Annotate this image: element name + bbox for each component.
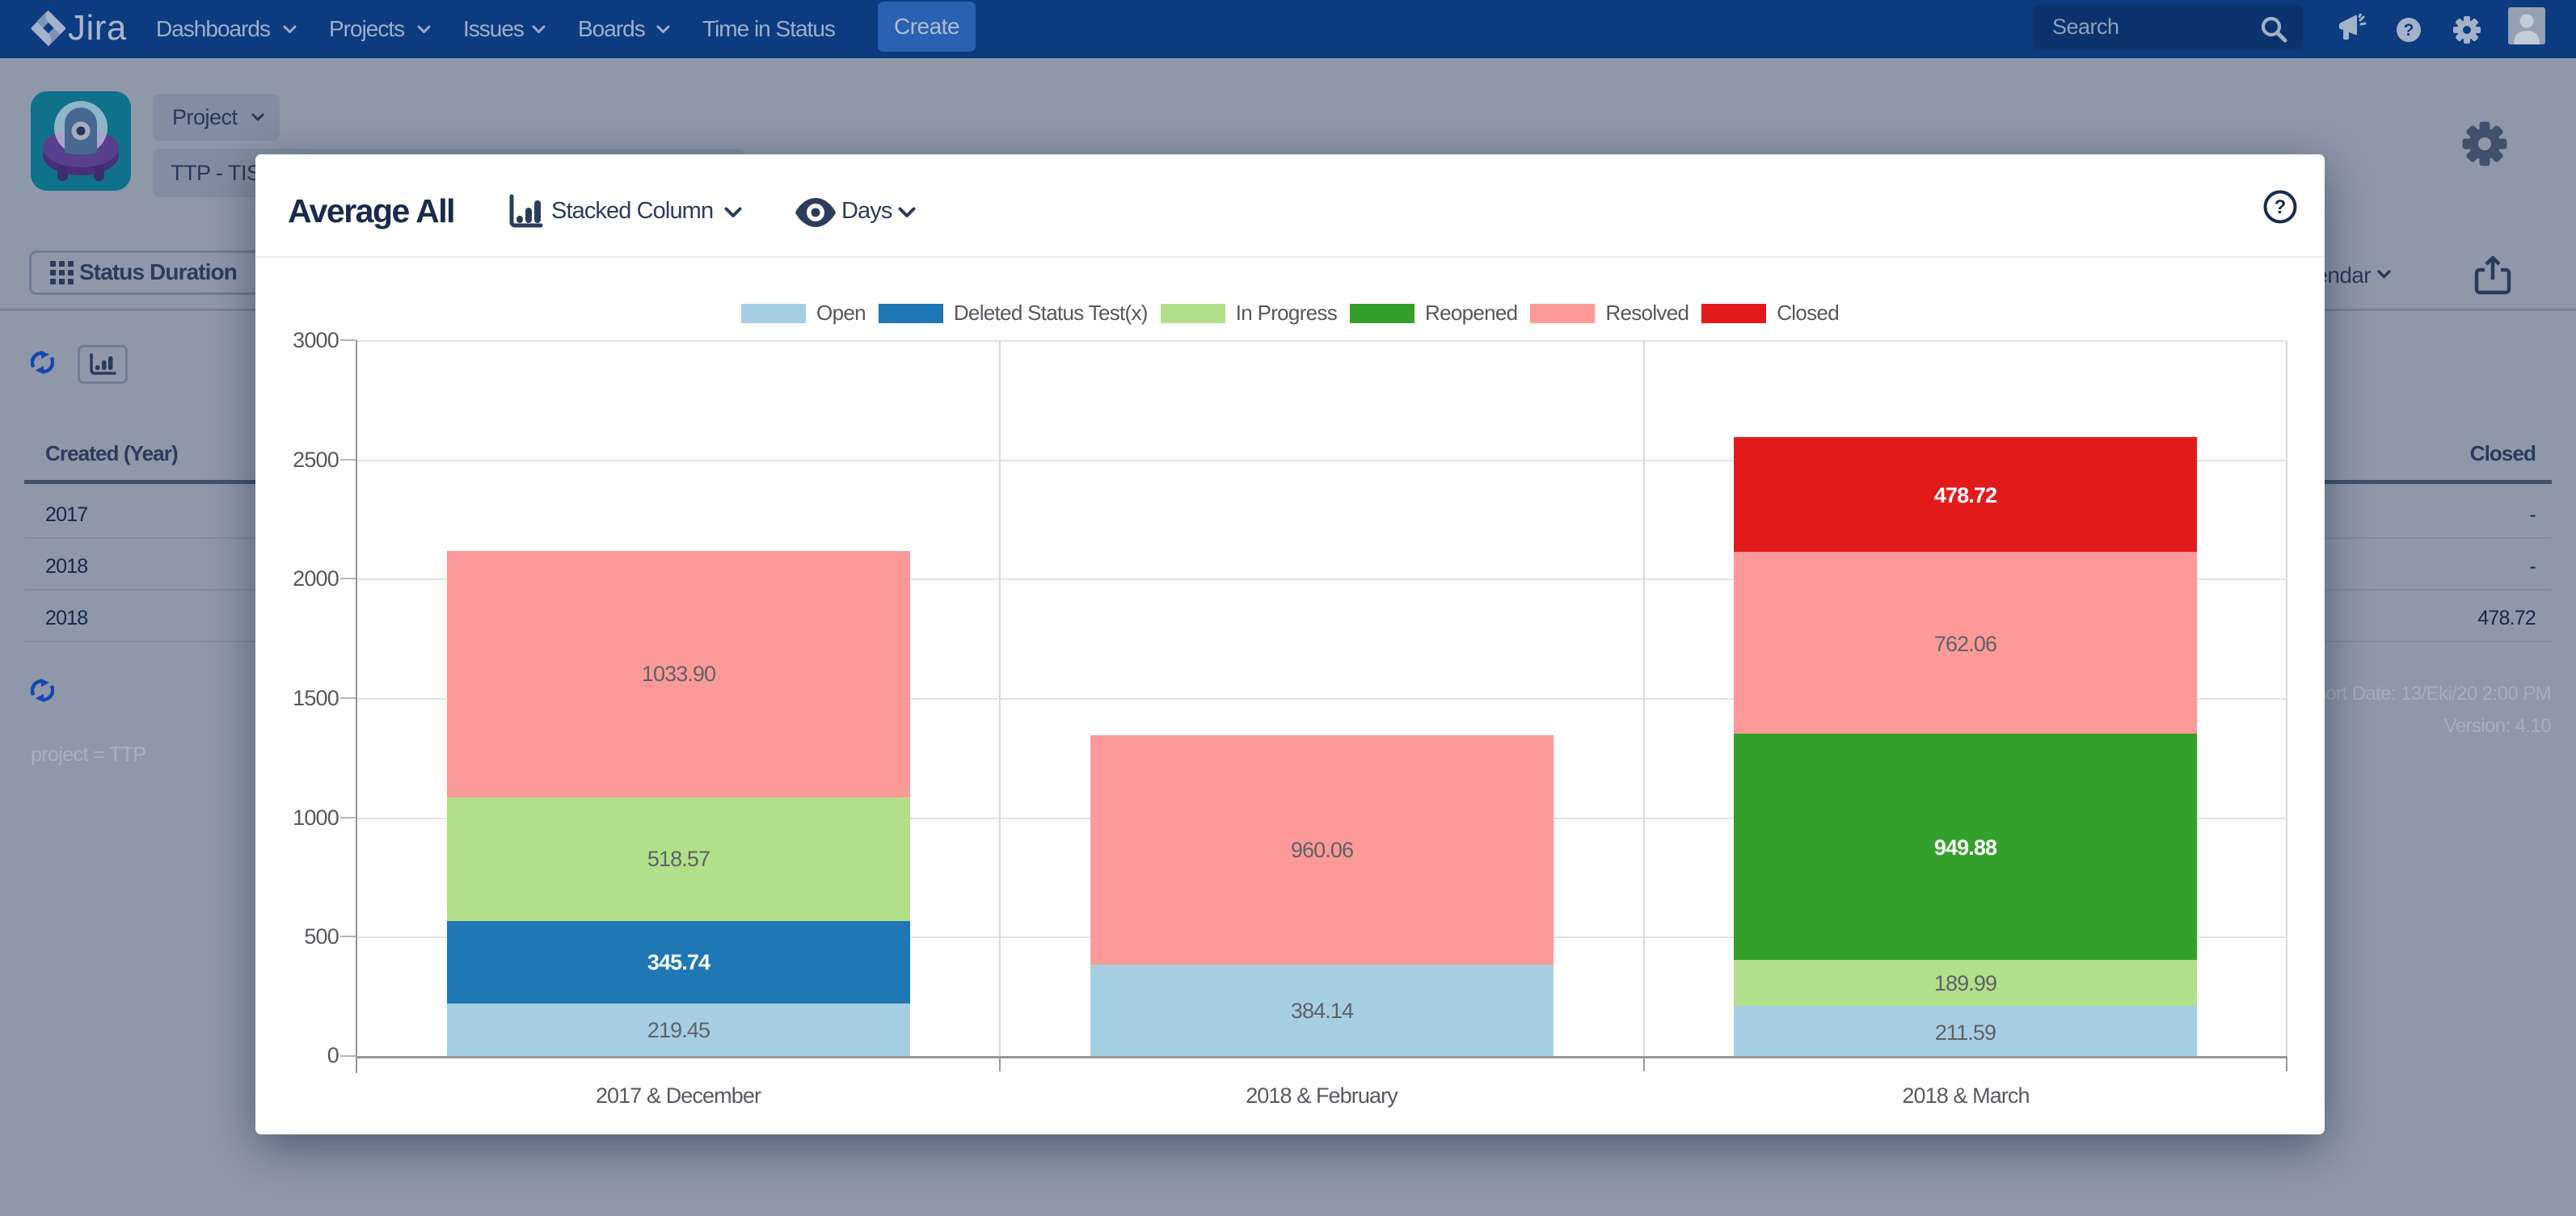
svg-text:?: ? — [2275, 196, 2287, 218]
svg-text:?: ? — [2404, 21, 2414, 40]
